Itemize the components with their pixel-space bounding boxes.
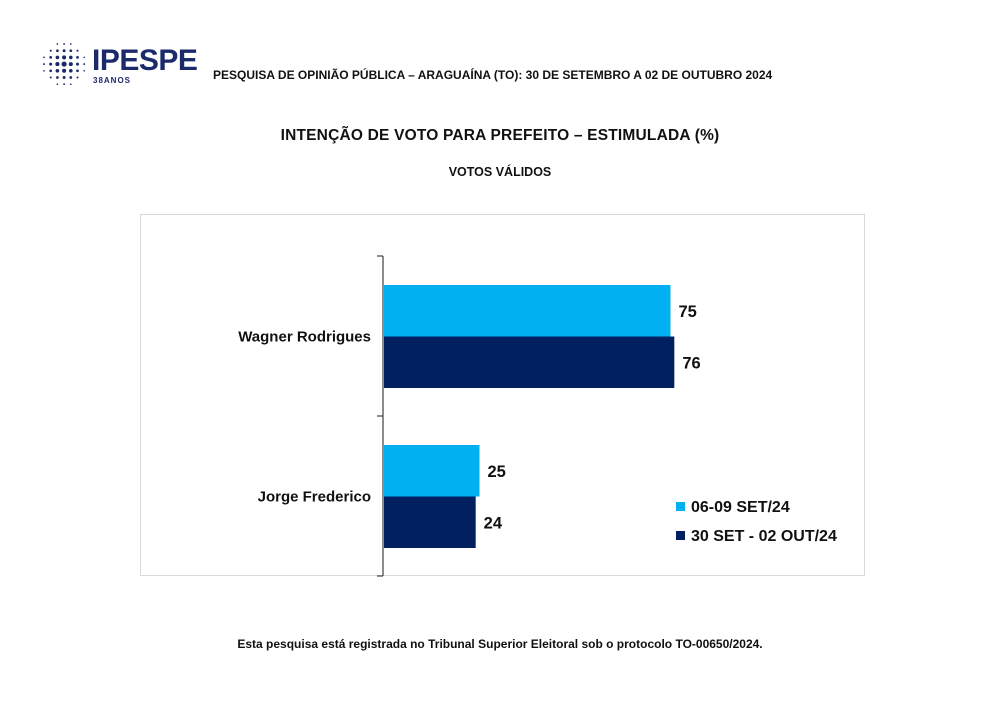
- data-label: 24: [484, 514, 503, 532]
- logo-dot: [83, 56, 86, 59]
- logo-dot: [76, 56, 79, 59]
- logo-dot: [83, 69, 86, 72]
- logo-dot: [56, 83, 59, 86]
- logo-dot: [56, 76, 59, 79]
- data-label: 25: [488, 463, 506, 481]
- logo-brand-name: IPESPE: [92, 44, 198, 77]
- logo-dot: [68, 55, 73, 60]
- logo-dot: [55, 68, 60, 73]
- logo-dot: [69, 76, 73, 79]
- chart-title: INTENÇÃO DE VOTO PARA PREFEITO – ESTIMUL…: [280, 127, 720, 144]
- logo-dot: [63, 83, 66, 86]
- logo-dot: [62, 49, 66, 53]
- logo-dot: [61, 61, 67, 67]
- chart-frame: [140, 214, 865, 576]
- logo-dot: [43, 63, 45, 66]
- logo-dot: [68, 62, 73, 67]
- logo-dot: [43, 56, 45, 59]
- category-label: Wagner Rodrigues: [238, 329, 371, 346]
- logo-dot: [49, 49, 52, 52]
- registration-footnote: Esta pesquisa está registrada no Tribuna…: [237, 637, 763, 651]
- data-label: 76: [682, 354, 700, 372]
- bar: [384, 496, 476, 548]
- logo-dot: [76, 62, 79, 66]
- legend-label: 30 SET - 02 OUT/24: [691, 528, 837, 545]
- data-label: 75: [679, 303, 697, 321]
- logo-dot: [62, 55, 67, 60]
- logo-dot: [49, 69, 53, 73]
- logo-dot: [63, 43, 66, 45]
- logo-dot: [55, 55, 60, 60]
- bar: [384, 445, 480, 497]
- logo-dot: [56, 49, 59, 53]
- logo-dot: [76, 76, 79, 79]
- logo-dot: [76, 69, 79, 73]
- logo-dot: [62, 68, 67, 73]
- legend-swatch: [676, 502, 685, 511]
- legend-label: 06-09 SET/24: [691, 499, 790, 516]
- bar: [384, 336, 675, 388]
- logo-dot: [69, 49, 73, 53]
- logo-dot: [83, 63, 86, 66]
- logo-dot: [62, 76, 66, 79]
- logo-dot: [69, 83, 72, 86]
- category-label: Jorge Frederico: [258, 489, 371, 506]
- logo-dot: [69, 43, 72, 45]
- logo-dot: [49, 76, 52, 79]
- logo-dot: [76, 49, 79, 52]
- ipespe-logo: IPESPE 38ANOS: [40, 40, 198, 90]
- logo-dot: [69, 69, 73, 73]
- survey-header: PESQUISA DE OPINIÃO PÚBLICA – ARAGUAÍNA …: [213, 68, 773, 82]
- legend-swatch: [676, 531, 685, 540]
- logo-dot: [56, 43, 59, 45]
- logo-dot: [43, 69, 45, 72]
- logo-dot: [49, 56, 53, 59]
- logo-tagline: 38ANOS: [93, 76, 132, 85]
- logo-dot: [49, 62, 53, 66]
- bar: [384, 285, 671, 337]
- logo-dot-globe-icon: [43, 43, 86, 86]
- logo-dot: [55, 62, 60, 67]
- chart-subtitle: VOTOS VÁLIDOS: [448, 165, 552, 179]
